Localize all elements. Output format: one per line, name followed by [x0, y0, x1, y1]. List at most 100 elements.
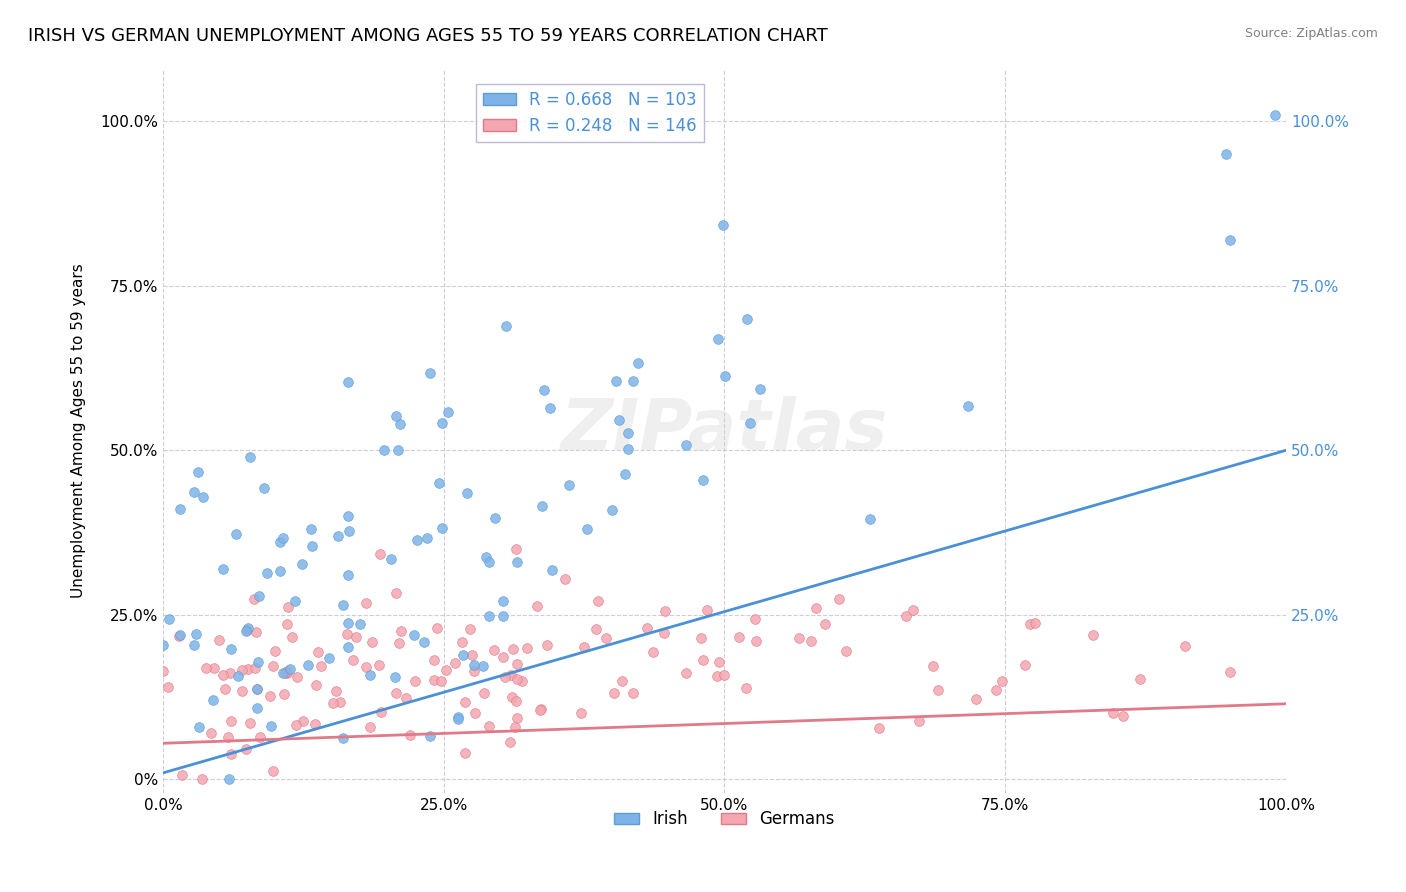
Point: [727, 630, 749, 644]
Point: [278, 662, 301, 676]
Point: [219, 665, 242, 680]
Point: [212, 562, 235, 576]
Point: [219, 747, 242, 761]
Point: [711, 219, 734, 233]
Point: [506, 672, 529, 686]
Point: [291, 714, 314, 728]
Point: [554, 572, 576, 586]
Point: [235, 742, 257, 756]
Point: [157, 612, 180, 626]
Point: [419, 366, 441, 380]
Point: [813, 617, 835, 632]
Point: [434, 663, 457, 677]
Point: [908, 714, 931, 729]
Point: [707, 655, 730, 669]
Point: [607, 412, 630, 426]
Point: [637, 621, 659, 635]
Point: [654, 625, 676, 640]
Point: [239, 450, 262, 465]
Point: [654, 604, 676, 618]
Point: [285, 718, 308, 732]
Point: [384, 586, 406, 600]
Point: [595, 632, 617, 646]
Point: [322, 696, 344, 710]
Point: [744, 611, 766, 625]
Point: [152, 664, 174, 678]
Point: [602, 503, 624, 517]
Point: [247, 589, 270, 603]
Point: [530, 702, 553, 716]
Point: [477, 609, 499, 624]
Point: [370, 705, 392, 719]
Point: [373, 442, 395, 457]
Point: [423, 673, 446, 687]
Point: [1264, 107, 1286, 121]
Point: [380, 551, 402, 566]
Point: [541, 563, 564, 577]
Point: [499, 668, 522, 682]
Point: [385, 409, 408, 424]
Point: [692, 473, 714, 487]
Point: [273, 532, 295, 546]
Point: [835, 644, 858, 658]
Point: [482, 642, 505, 657]
Point: [451, 648, 474, 662]
Point: [1018, 617, 1040, 632]
Point: [515, 641, 537, 656]
Point: [361, 635, 384, 649]
Point: [696, 603, 718, 617]
Point: [152, 638, 174, 652]
Point: [529, 703, 551, 717]
Point: [506, 657, 529, 672]
Point: [193, 490, 215, 504]
Point: [200, 725, 222, 739]
Point: [387, 442, 409, 457]
Y-axis label: Unemployment Among Ages 55 to 59 years: Unemployment Among Ages 55 to 59 years: [72, 263, 86, 598]
Point: [991, 673, 1014, 688]
Point: [707, 332, 730, 346]
Legend: Irish, Germans: Irish, Germans: [607, 804, 842, 835]
Point: [530, 499, 553, 513]
Point: [264, 644, 287, 658]
Point: [430, 521, 453, 535]
Point: [342, 653, 364, 667]
Point: [221, 641, 243, 656]
Point: [536, 638, 558, 652]
Point: [492, 650, 515, 665]
Point: [336, 627, 359, 641]
Point: [259, 689, 281, 703]
Point: [249, 730, 271, 744]
Point: [384, 686, 406, 700]
Text: Source: ZipAtlas.com: Source: ZipAtlas.com: [1244, 27, 1378, 40]
Point: [1014, 658, 1036, 673]
Point: [859, 512, 882, 526]
Point: [605, 374, 627, 388]
Point: [804, 601, 827, 615]
Point: [1128, 672, 1150, 686]
Point: [641, 645, 664, 659]
Point: [299, 523, 322, 537]
Point: [505, 542, 527, 557]
Point: [167, 629, 190, 643]
Point: [337, 524, 360, 538]
Point: [246, 700, 269, 714]
Point: [354, 596, 377, 610]
Point: [389, 624, 412, 638]
Point: [187, 465, 209, 479]
Point: [281, 630, 304, 644]
Point: [444, 656, 467, 670]
Point: [354, 660, 377, 674]
Point: [318, 650, 340, 665]
Point: [368, 657, 391, 672]
Point: [713, 667, 735, 681]
Point: [1101, 706, 1123, 720]
Point: [370, 547, 392, 561]
Point: [458, 622, 481, 636]
Point: [713, 369, 735, 384]
Point: [506, 555, 529, 569]
Point: [388, 417, 411, 431]
Point: [325, 683, 347, 698]
Point: [612, 673, 634, 688]
Point: [221, 714, 243, 728]
Point: [337, 508, 360, 523]
